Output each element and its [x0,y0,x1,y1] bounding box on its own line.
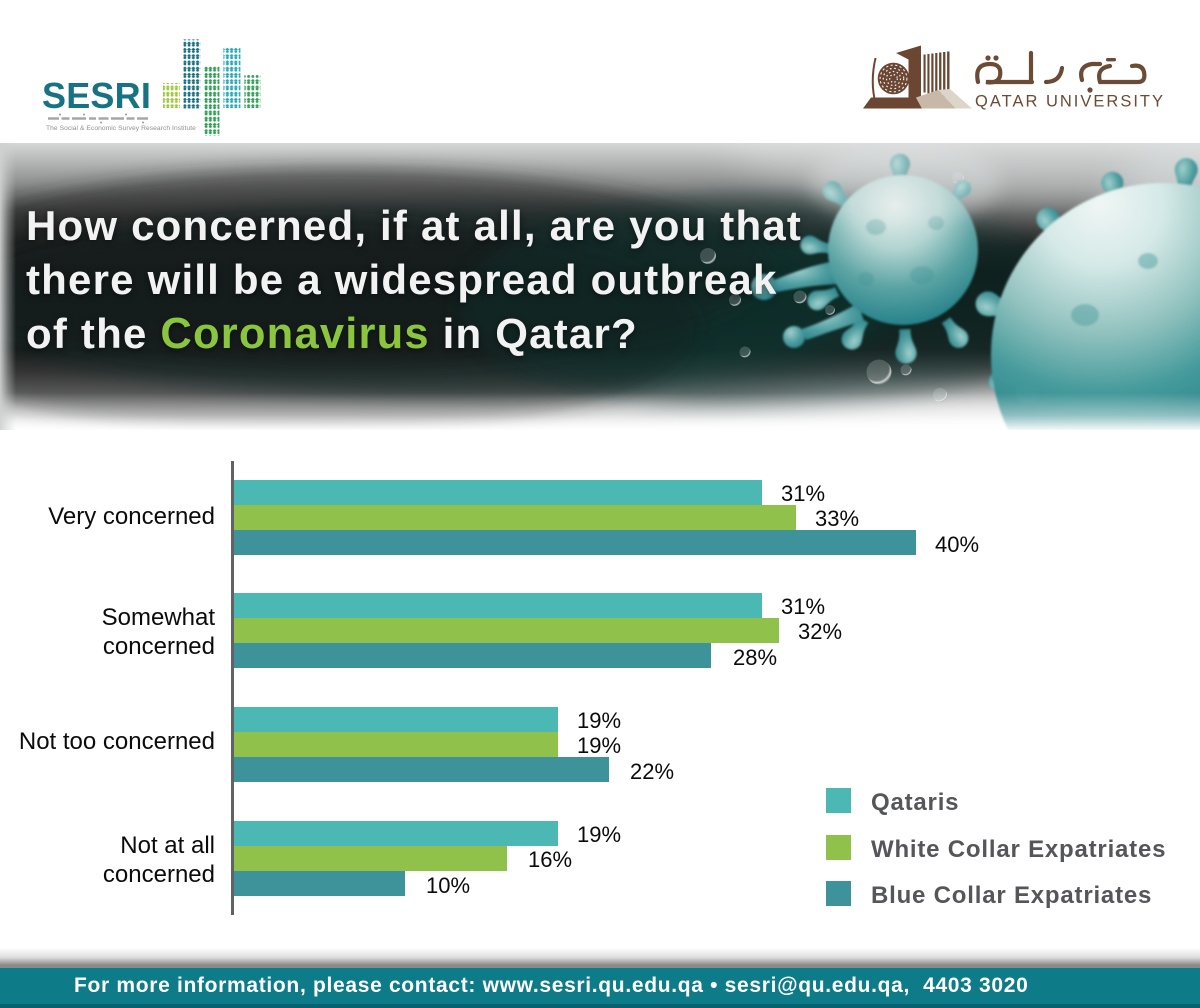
svg-text:The Social & Economic Survey R: The Social & Economic Survey Research In… [46,125,196,132]
svg-text:SESRI: SESRI [42,75,151,116]
svg-text:QATAR UNIVERSITY: QATAR UNIVERSITY [975,93,1165,111]
